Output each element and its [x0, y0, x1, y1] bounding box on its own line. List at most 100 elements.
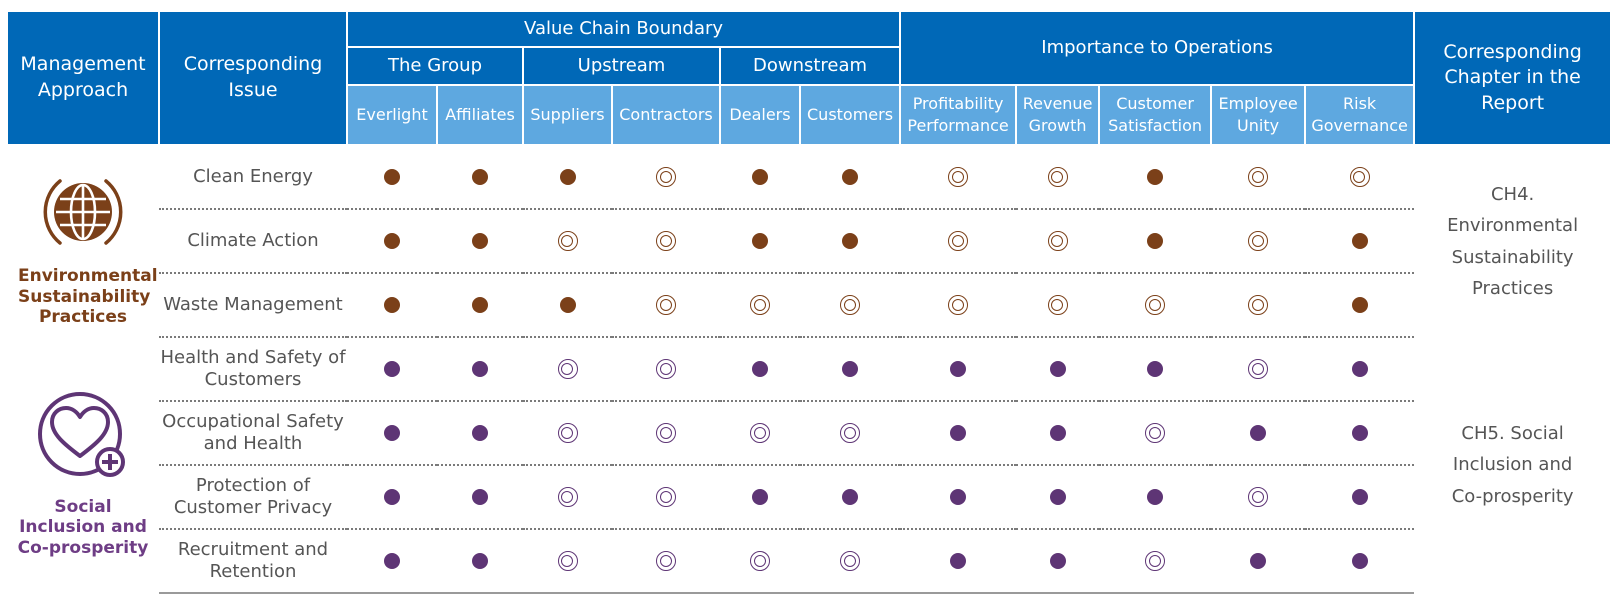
filled-dot-mark [842, 232, 859, 249]
materiality-table: Management Approach Corresponding Issue … [6, 10, 1613, 594]
double-ring-mark [656, 359, 676, 379]
filled-dot-mark [842, 360, 859, 377]
mark-cell [437, 145, 523, 210]
management-approach-name: Environmental Sustainability Practices [18, 266, 158, 328]
materiality-body: Environmental Sustainability Practices Cl… [7, 145, 1611, 594]
issue-label: Climate Action [159, 209, 347, 274]
issue-label: Recruitment and Retention [159, 529, 347, 594]
globe-icon [40, 169, 126, 260]
chapter-label: CH5. Social Inclusion and Co-prosperity [1451, 422, 1574, 507]
filled-dot-mark [1049, 360, 1066, 377]
management-approach-cell: Social Inclusion and Co-prosperity [7, 337, 159, 593]
mark-cell [437, 273, 523, 338]
mark-cell [1016, 273, 1100, 338]
filled-dot-mark [472, 232, 488, 249]
mark-cell [800, 209, 901, 274]
mark-cell [612, 529, 720, 594]
table-row: Occupational Safety and Health [7, 401, 1611, 466]
mark-cell [347, 145, 437, 210]
double-ring-mark [750, 295, 770, 315]
management-approach-name: Social Inclusion and Co-prosperity [17, 496, 149, 558]
header-col-employee-unity: Employee Unity [1210, 84, 1307, 146]
header-col-customers: Customers [798, 84, 902, 146]
header-col-contractors: Contractors [611, 84, 721, 146]
mark-cell [1305, 401, 1415, 466]
mark-cell [1016, 529, 1100, 594]
header-management-approach: Management Approach [6, 10, 160, 146]
double-ring-mark [656, 295, 676, 315]
double-ring-mark [557, 487, 578, 507]
double-ring-mark [1145, 423, 1166, 443]
mark-cell [800, 145, 901, 210]
mark-cell [347, 209, 437, 274]
filled-dot-mark [472, 296, 488, 313]
filled-dot-mark [472, 360, 488, 377]
mark-cell [1016, 401, 1100, 466]
mark-cell [720, 401, 800, 466]
materiality-table-frame: Management Approach Corresponding Issue … [6, 10, 1613, 604]
double-ring-mark [1248, 487, 1269, 507]
mark-cell [1305, 145, 1415, 210]
corresponding-chapter-cell: CH4. Environmental Sustainability Practi… [1414, 145, 1611, 337]
mark-cell [523, 209, 612, 274]
filled-dot-mark [950, 488, 967, 505]
mark-cell [437, 209, 523, 274]
header-col-suppliers: Suppliers [522, 84, 613, 146]
filled-dot-mark [1147, 168, 1164, 185]
mark-cell [1211, 273, 1306, 338]
mark-cell [900, 209, 1017, 274]
mark-cell [523, 273, 612, 338]
double-ring-mark [948, 167, 969, 187]
filled-dot-mark [1049, 552, 1066, 569]
table-row: Recruitment and Retention [7, 529, 1611, 594]
double-ring-mark [557, 551, 578, 571]
mark-cell [1305, 529, 1415, 594]
filled-dot-mark [1147, 360, 1164, 377]
double-ring-mark [557, 359, 578, 379]
filled-dot-mark [384, 424, 400, 441]
header-corresponding-chapter: Corresponding Chapter in the Report [1413, 10, 1613, 146]
mark-cell [720, 337, 800, 402]
double-ring-mark [750, 551, 770, 571]
double-ring-mark [557, 423, 578, 443]
mark-cell [720, 273, 800, 338]
mark-cell [347, 401, 437, 466]
mark-cell [1016, 337, 1100, 402]
mark-cell [1211, 401, 1306, 466]
filled-dot-mark [1049, 488, 1066, 505]
filled-dot-mark [472, 168, 488, 185]
filled-dot-mark [1250, 424, 1267, 441]
mark-cell [1016, 145, 1100, 210]
mark-cell [1099, 145, 1212, 210]
filled-dot-mark [384, 360, 400, 377]
mark-cell [800, 465, 901, 530]
mark-cell [612, 465, 720, 530]
mark-cell [347, 529, 437, 594]
mark-cell [1099, 273, 1212, 338]
double-ring-mark [750, 423, 770, 443]
filled-dot-mark [1147, 488, 1164, 505]
table-row: Waste Management [7, 273, 1611, 338]
mark-cell [347, 337, 437, 402]
issue-label: Clean Energy [159, 145, 347, 210]
double-ring-mark [840, 295, 861, 315]
filled-dot-mark [1351, 424, 1368, 441]
mark-cell [1099, 465, 1212, 530]
issue-label: Occupational Safety and Health [159, 401, 347, 466]
mark-cell [900, 529, 1017, 594]
filled-dot-mark [384, 232, 400, 249]
filled-dot-mark [559, 168, 576, 185]
corresponding-chapter-cell: CH5. Social Inclusion and Co-prosperity [1414, 337, 1611, 593]
mark-cell [347, 465, 437, 530]
mark-cell [523, 145, 612, 210]
mark-cell [1305, 273, 1415, 338]
double-ring-mark [656, 423, 676, 443]
mark-cell [900, 337, 1017, 402]
mark-cell [347, 273, 437, 338]
filled-dot-mark [1351, 232, 1368, 249]
filled-dot-mark [472, 552, 488, 569]
filled-dot-mark [752, 488, 768, 505]
header-col-risk-governance: Risk Governance [1304, 84, 1416, 146]
filled-dot-mark [950, 552, 967, 569]
filled-dot-mark [1250, 552, 1267, 569]
